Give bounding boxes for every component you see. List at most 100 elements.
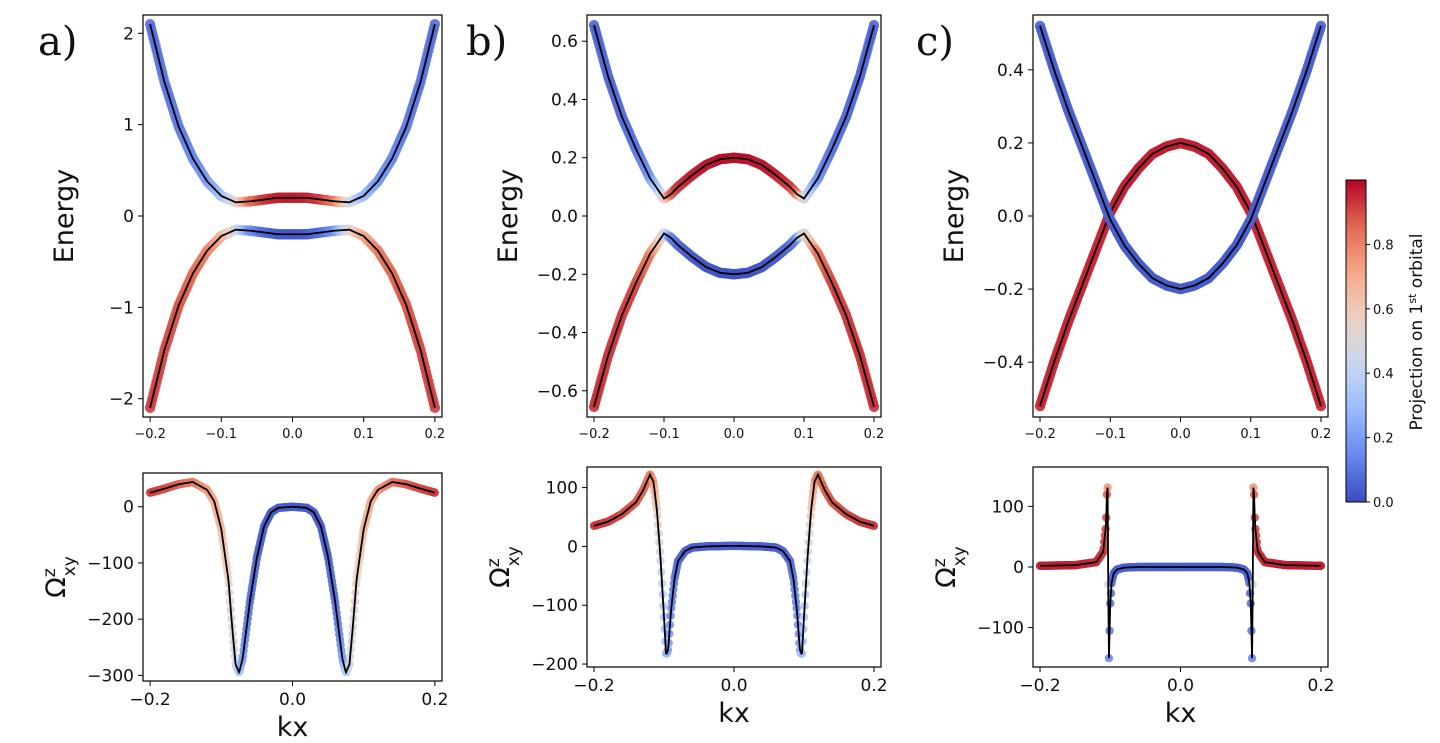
colorbar-gradient (1345, 179, 1367, 503)
panel-2-berry-axes: −0.2 0.0 0.2 −200 −100 0 100 Ωzxy kx (484, 466, 888, 729)
x-tick-label: 0.0 (282, 427, 303, 442)
panel-3-berry-axes: −0.2 0.0 0.2 −100 0 100 Ωzxy kx (930, 466, 1334, 729)
x-tick-label: −0.2 (134, 427, 166, 442)
y-tick-label: 0.4 (551, 90, 578, 110)
energy-ylabel: Energy (939, 169, 970, 264)
y-tick-label: 0.0 (997, 207, 1024, 227)
x-tick-label: −0.1 (206, 427, 238, 442)
panel-2-bands-axes: −0.2 −0.1 0.0 0.1 0.2 −0.6 −0.4 −0.2 0.0 0.2 0.4 0.… (493, 14, 885, 442)
band-line (593, 24, 875, 200)
x-tick-label: 0.0 (1167, 676, 1194, 696)
y-tick-label: 2 (123, 24, 134, 44)
kx-xlabel: kx (718, 698, 750, 729)
y-tick-label: −100 (531, 596, 578, 616)
panel-2: b) −0.2 −0.1 0.0 0.1 0.2 −0.6 −0.4 −0.2 0.0 0.2 0.4… (466, 14, 888, 729)
y-tick-label: 0.2 (997, 134, 1024, 154)
band-line (1039, 25, 1322, 291)
x-tick-label: 0.0 (1170, 427, 1191, 442)
y-tick-label: 0.0 (551, 207, 578, 227)
colorbar-tick-label: 0.0 (1373, 496, 1394, 511)
y-tick-label: −2 (109, 390, 134, 410)
y-tick-label: 0 (123, 498, 134, 518)
band-line (593, 232, 875, 408)
panel-label: b) (466, 19, 507, 65)
y-tick-label: −0.4 (983, 353, 1024, 373)
kx-xlabel: kx (1165, 698, 1197, 729)
band-line (149, 228, 436, 409)
energy-ylabel: Energy (493, 169, 524, 264)
series-Berry-curvature (589, 470, 879, 658)
band-line (593, 472, 875, 655)
band-line (1040, 487, 1321, 659)
y-tick-label: −0.4 (537, 324, 578, 344)
colorbar-tick-label: 0.4 (1373, 367, 1394, 382)
panel-3-bands-axes: −0.2 −0.1 0.0 0.1 0.2 −0.4 −0.2 0.0 0.2 0.4 Energy (939, 14, 1332, 442)
colorbar-label: Projection on 1st orbital (1406, 233, 1428, 430)
series-upper-band (144, 18, 441, 208)
x-tick-label: 0.2 (864, 427, 885, 442)
colorbar-tick-label: 0.2 (1373, 432, 1394, 447)
kx-xlabel: kx (277, 712, 309, 743)
axes-frame (586, 466, 882, 668)
series-electron-like-band (1034, 20, 1327, 295)
x-tick-label: −0.1 (1094, 427, 1126, 442)
y-tick-label: −100 (977, 619, 1024, 639)
panel-1: a) −0.2 −0.1 0.0 0.1 0.2 −2 −1 0 1 2 Energy −0.2 0.0 0… (38, 14, 448, 743)
panel-3: c) −0.2 −0.1 0.0 0.1 0.2 −0.4 −0.2 0.0 0.2 0.4 Ener… (916, 14, 1334, 729)
y-tick-label: 0 (123, 207, 134, 227)
series-upper-band (588, 20, 880, 204)
panel-2-berry-plot-area (589, 470, 879, 658)
x-tick-label: 0.2 (1311, 427, 1332, 442)
x-tick-label: 0.2 (1307, 676, 1334, 696)
band-line (149, 481, 436, 675)
panel-3-bands-plot-area (1034, 20, 1327, 412)
berry-ylabel: Ωzxy (484, 546, 524, 588)
x-tick-label: −0.2 (578, 427, 610, 442)
y-tick-label: 1 (123, 116, 134, 136)
x-tick-label: 0.1 (1240, 427, 1261, 442)
axes-frame (142, 14, 443, 418)
y-tick-label: 0.2 (551, 149, 578, 169)
x-tick-label: 0.2 (425, 427, 446, 442)
y-tick-label: −100 (87, 554, 134, 574)
panel-1-bands-axes: −0.2 −0.1 0.0 0.1 0.2 −2 −1 0 1 2 Energy (49, 14, 446, 442)
series-hole-like-band (1034, 137, 1327, 412)
panel-label: a) (38, 19, 77, 65)
energy-ylabel: Energy (49, 169, 80, 264)
axes-frame (1032, 14, 1329, 418)
y-tick-label: −200 (87, 610, 134, 630)
panel-1-berry-plot-area (145, 477, 440, 677)
y-tick-label: 100 (546, 479, 578, 499)
x-tick-label: −0.2 (129, 690, 170, 710)
berry-ylabel: Ωzxy (40, 556, 80, 598)
y-tick-label: 0.4 (997, 61, 1024, 81)
y-tick-label: −200 (531, 655, 578, 675)
y-tick-label: −0.6 (537, 382, 578, 402)
panel-1-berry-axes: −0.2 0.0 0.2 −300 −200 −100 0 Ωzxy kx (40, 472, 448, 743)
colorbar-tick-label: 0.6 (1373, 303, 1394, 318)
panel-label: c) (916, 19, 954, 65)
colorbar: Projection on 1st orbital 0.0 0.2 0.4 0.6 0.… (1345, 179, 1428, 511)
colorbar-tick-label: 0.8 (1373, 238, 1394, 253)
band-line (149, 23, 436, 204)
x-tick-label: 0.0 (724, 427, 745, 442)
panel-3-berry-plot-area (1035, 483, 1326, 663)
x-tick-label: −0.1 (648, 427, 680, 442)
y-tick-label: −300 (87, 666, 134, 686)
x-tick-label: −0.2 (1019, 676, 1060, 696)
panel-1-bands-plot-area (144, 18, 441, 414)
y-tick-label: 100 (992, 497, 1024, 517)
series-lower-band (588, 228, 880, 412)
series-lower-band (144, 224, 441, 414)
berry-ylabel: Ωzxy (930, 546, 970, 588)
y-tick-label: −0.2 (537, 265, 578, 285)
x-tick-label: −0.2 (1024, 427, 1056, 442)
x-tick-label: 0.0 (720, 676, 747, 696)
y-tick-label: 0 (1013, 558, 1024, 578)
y-tick-label: −0.2 (983, 280, 1024, 300)
x-tick-label: −0.2 (573, 676, 614, 696)
series-Berry-curvature (145, 477, 440, 677)
axes-frame (586, 14, 882, 418)
x-tick-label: 0.2 (860, 676, 887, 696)
